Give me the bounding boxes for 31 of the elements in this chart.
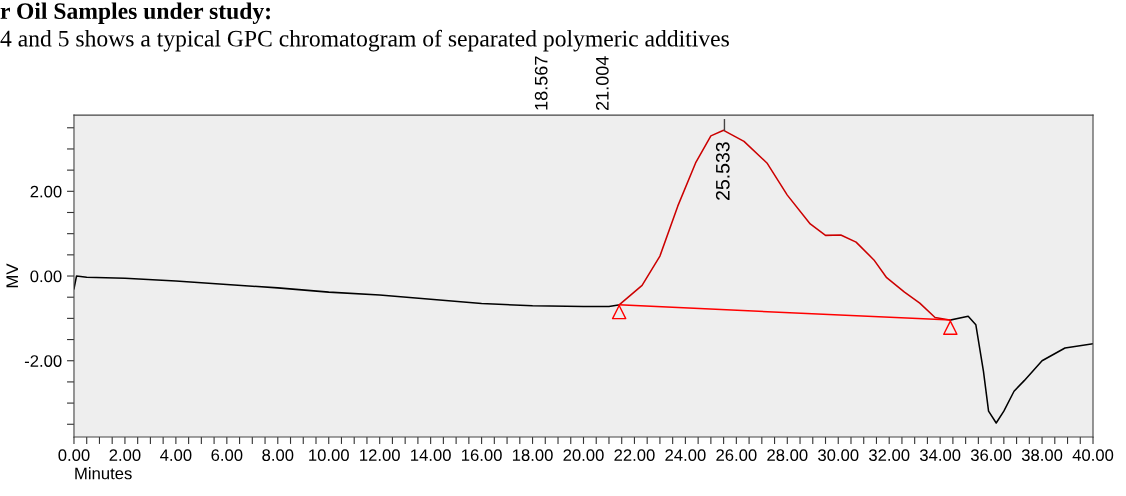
x-tick-label: 36.00: [970, 449, 1012, 462]
x-tick-label: 10.00: [309, 449, 349, 462]
x-tick-label: 14.00: [411, 449, 451, 462]
x-tick-label: 26.00: [716, 449, 757, 462]
y-tick-label: 2.00: [30, 185, 62, 198]
x-axis-title: Minutes: [75, 467, 132, 480]
y-tick-label: 0.00: [30, 270, 62, 283]
x-tick-label: 2.00: [109, 449, 141, 462]
x-tick-label: 16.00: [462, 449, 502, 462]
x-tick-label: 8.00: [262, 449, 294, 462]
x-tick-label: 20.00: [563, 449, 604, 462]
x-tick-label: 28.00: [767, 449, 808, 462]
text: 21.004: [595, 56, 609, 110]
x-tick-label: 4.00: [160, 449, 192, 462]
x-tick-label: 18.00: [512, 449, 553, 462]
x-tick-label: 40.00: [1072, 449, 1114, 462]
x-tick-label: 30.00: [818, 449, 859, 462]
chart-title: r Oil Samples under study:: [0, 2, 270, 24]
x-tick-label: 0.00: [58, 449, 90, 462]
x-tick-label: 38.00: [1021, 449, 1063, 462]
x-tick-label: 22.00: [614, 449, 655, 462]
y-axis-title: MV: [6, 263, 18, 288]
x-tick-label: 24.00: [665, 449, 706, 462]
x-tick-label: 32.00: [868, 449, 910, 462]
y-tick-label: -2.00: [24, 355, 62, 367]
annotation: 25.533: [715, 142, 730, 200]
x-tick-label: 12.00: [360, 449, 400, 462]
chart-subtitle: 4 and 5 shows a typical GPC chromatogram of separated polymeric additives: [0, 29, 729, 52]
x-tick-label: 34.00: [919, 449, 961, 462]
x-tick-label: 6.00: [211, 449, 243, 462]
text: 18.567: [534, 56, 548, 110]
